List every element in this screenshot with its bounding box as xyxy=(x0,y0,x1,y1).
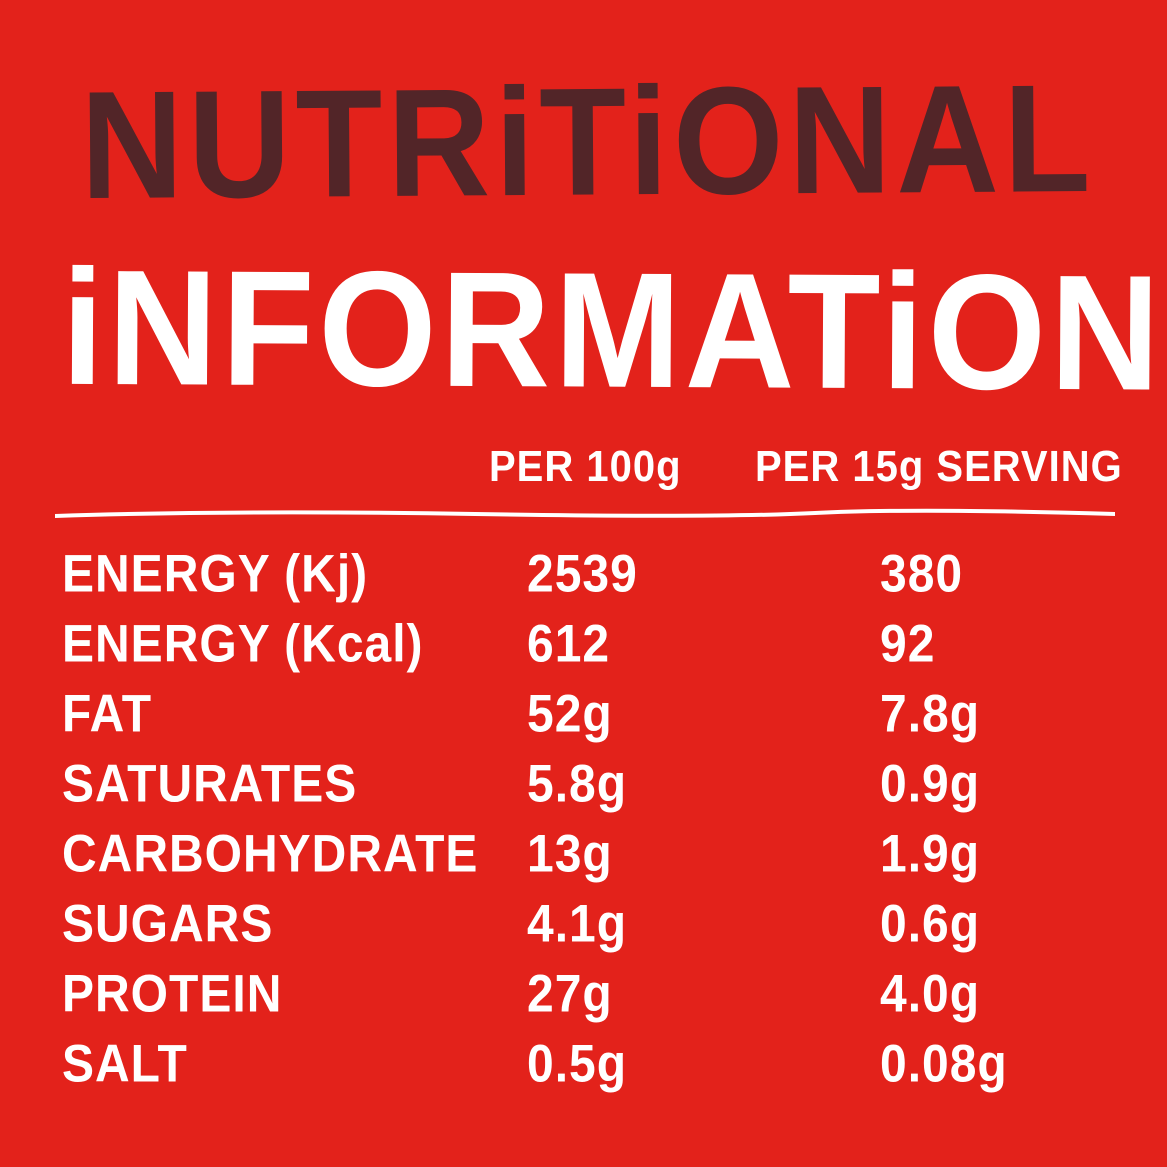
row-value-per-serving: 92 xyxy=(880,615,936,674)
row-label: SALT xyxy=(62,1035,188,1094)
table-row: SUGARS 4.1g 0.6g xyxy=(0,890,1115,960)
row-label: ENERGY (Kcal) xyxy=(62,615,424,674)
row-value-per-serving: 380 xyxy=(880,545,964,604)
title-information: iNFORMATiON xyxy=(61,235,1165,426)
nutrition-table: ENERGY (Kj) 2539 380 ENERGY (Kcal) 612 9… xyxy=(0,540,1167,1100)
row-value-per-serving: 4.0g xyxy=(880,965,981,1024)
row-value-per-100g: 5.8g xyxy=(527,755,628,814)
row-value-per-100g: 52g xyxy=(527,685,613,744)
row-value-per-serving: 0.08g xyxy=(880,1035,1008,1094)
row-label: SATURATES xyxy=(62,755,358,814)
table-header-row: PER 100g PER 15g SERVING xyxy=(0,442,1122,500)
table-row: CARBOHYDRATE 13g 1.9g xyxy=(0,820,1115,890)
row-label: CARBOHYDRATE xyxy=(62,825,479,884)
row-value-per-serving: 0.6g xyxy=(880,895,981,954)
table-row: PROTEIN 27g 4.0g xyxy=(0,960,1115,1030)
row-value-per-100g: 13g xyxy=(527,825,613,884)
table-row: SATURATES 5.8g 0.9g xyxy=(0,750,1115,820)
row-value-per-100g: 0.5g xyxy=(527,1035,628,1094)
table-row: SALT 0.5g 0.08g xyxy=(0,1030,1115,1100)
column-header-per-100g: PER 100g xyxy=(489,442,682,491)
row-label: FAT xyxy=(62,685,153,744)
table-row: ENERGY (Kcal) 612 92 xyxy=(0,610,1115,680)
row-label: ENERGY (Kj) xyxy=(62,545,369,604)
column-header-per-serving: PER 15g SERVING xyxy=(755,442,1123,491)
row-value-per-100g: 612 xyxy=(527,615,611,674)
row-value-per-serving: 7.8g xyxy=(880,685,981,744)
row-value-per-serving: 0.9g xyxy=(880,755,981,814)
row-value-per-100g: 27g xyxy=(527,965,613,1024)
row-label: PROTEIN xyxy=(62,965,283,1024)
table-row: FAT 52g 7.8g xyxy=(0,680,1115,750)
table-row: ENERGY (Kj) 2539 380 xyxy=(0,540,1115,610)
row-value-per-serving: 1.9g xyxy=(880,825,981,884)
row-value-per-100g: 4.1g xyxy=(527,895,628,954)
title-nutritional: NUTRiTiONAL xyxy=(79,52,1096,232)
row-label: SUGARS xyxy=(62,895,274,954)
row-value-per-100g: 2539 xyxy=(527,545,638,604)
divider-line xyxy=(55,508,1115,518)
